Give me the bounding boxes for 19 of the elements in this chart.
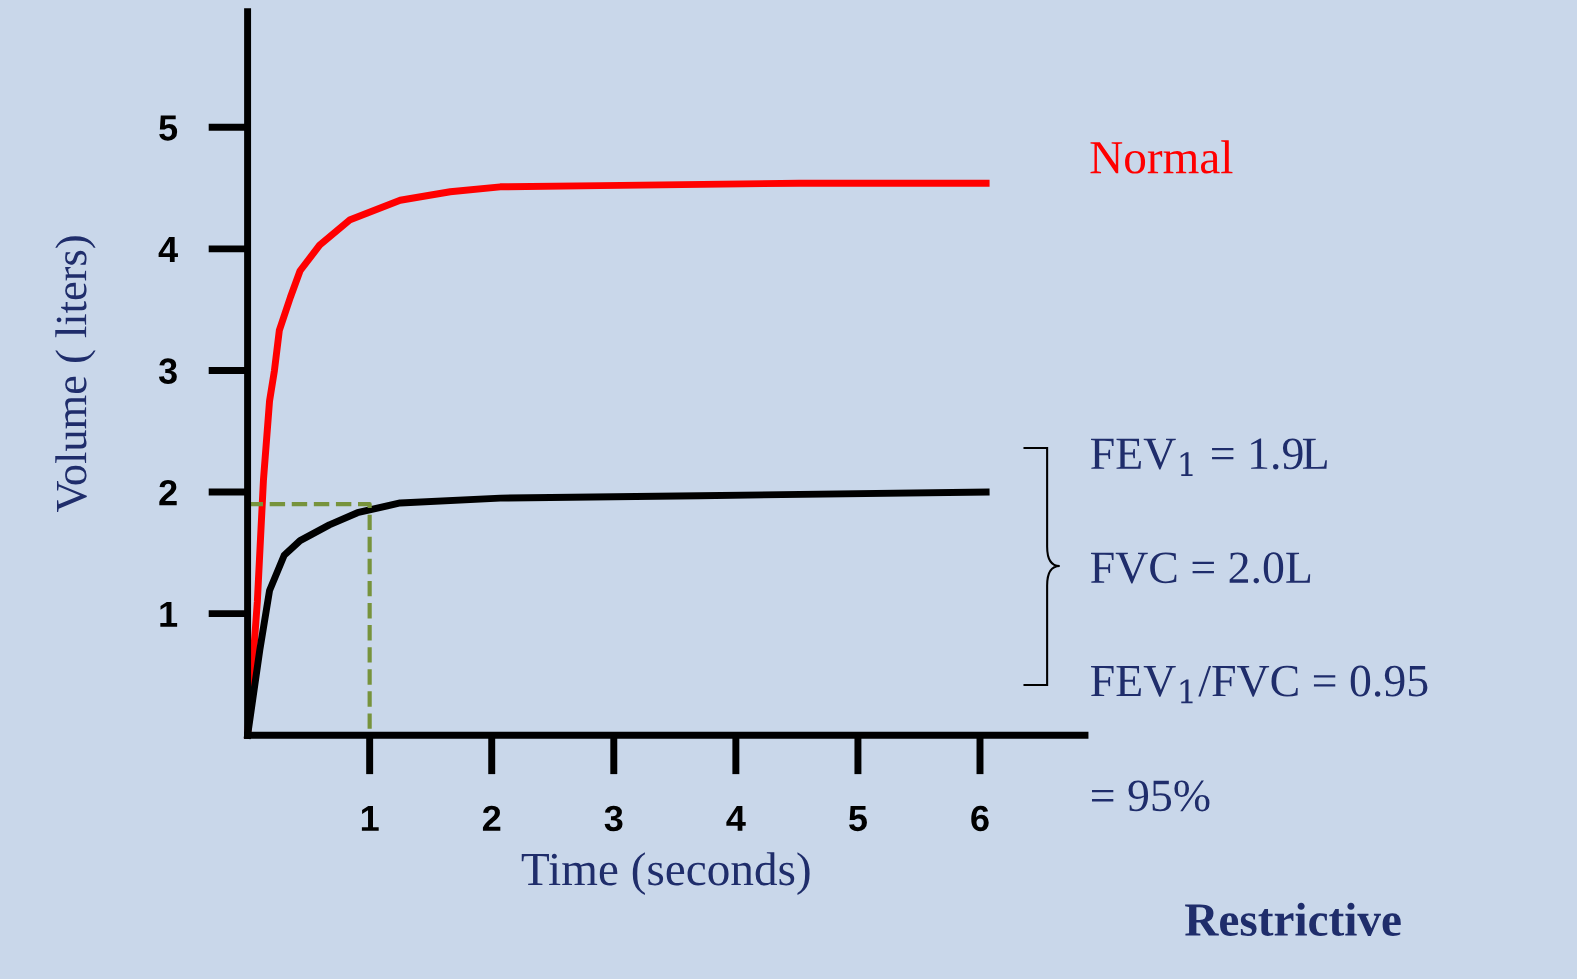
x-axis-title: Time (seconds): [521, 852, 810, 896]
text: Restrictive: [1185, 902, 1401, 936]
text: FVC = 2.0L: [1091, 552, 1311, 584]
x-tick-label: 4: [726, 806, 746, 831]
text: FEV$_{1}$ = 1.9L: [1091, 438, 1327, 476]
y-axis-title: Volume ( liters): [55, 236, 96, 513]
y-tick-label: 3: [158, 358, 177, 384]
x-tick-label: 5: [849, 806, 867, 832]
x-tick-label: 2: [482, 805, 501, 831]
y-tick-label: 5: [159, 115, 178, 141]
y-tick-label: 4: [158, 237, 178, 262]
y-tick-label: 2: [159, 479, 177, 506]
text: FEV$_{1}$/FVC = 0.95: [1091, 665, 1428, 704]
text: Normal: [1090, 140, 1233, 174]
x-tick-label: 6: [971, 805, 989, 832]
text: = 95%: [1091, 780, 1210, 812]
x-tick-label: 1: [361, 806, 379, 831]
y-tick-label: 1: [160, 601, 178, 627]
x-tick-label: 3: [604, 805, 623, 832]
